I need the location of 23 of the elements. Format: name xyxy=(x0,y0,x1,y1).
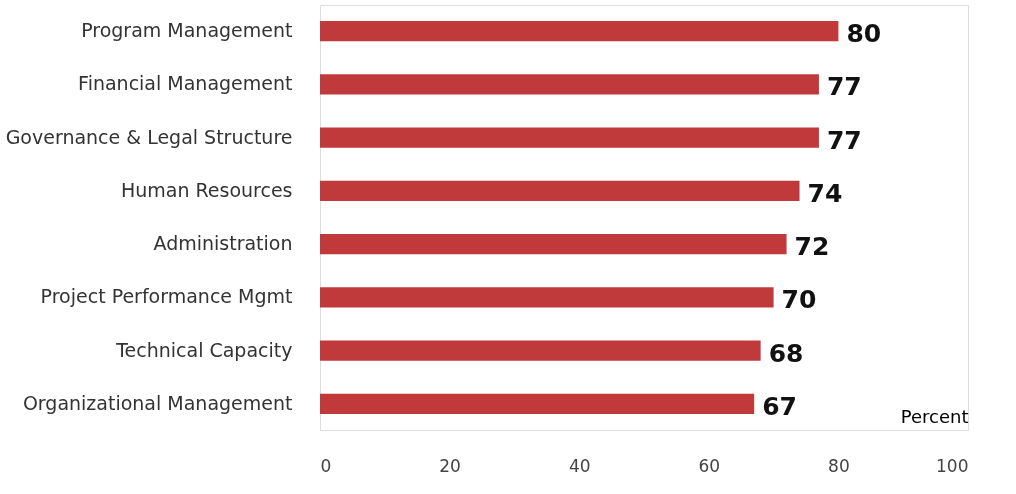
y-tick-label: Governance & Legal Structure xyxy=(5,125,293,148)
x-tick-label: 80 xyxy=(828,455,850,476)
data-label: 68 xyxy=(768,338,804,368)
y-tick-label: Program Management xyxy=(81,19,293,42)
data-label: 77 xyxy=(826,72,862,102)
data-label: 67 xyxy=(762,391,797,421)
y-tick-label: Administration xyxy=(153,232,293,255)
y-tick-label: Human Resources xyxy=(120,178,293,201)
x-tick-label: 20 xyxy=(439,455,461,476)
y-tick-label: Technical Capacity xyxy=(115,338,293,361)
data-label: 77 xyxy=(826,125,862,155)
x-tick-label: 100 xyxy=(936,455,969,476)
x-tick-label: 0 xyxy=(320,455,332,476)
x-tick-label: 40 xyxy=(568,455,591,476)
y-tick-label: Organizational Management xyxy=(22,391,293,414)
data-label: 70 xyxy=(781,285,817,315)
x-axis-title: Percent xyxy=(900,405,969,427)
x-tick-label: 60 xyxy=(698,455,721,476)
data-label: 72 xyxy=(794,232,830,262)
y-tick-label: Financial Management xyxy=(78,72,293,95)
data-label: 80 xyxy=(846,19,882,49)
y-tick-label: Project Performance Mgmt xyxy=(40,285,293,308)
data-label: 74 xyxy=(807,178,843,208)
